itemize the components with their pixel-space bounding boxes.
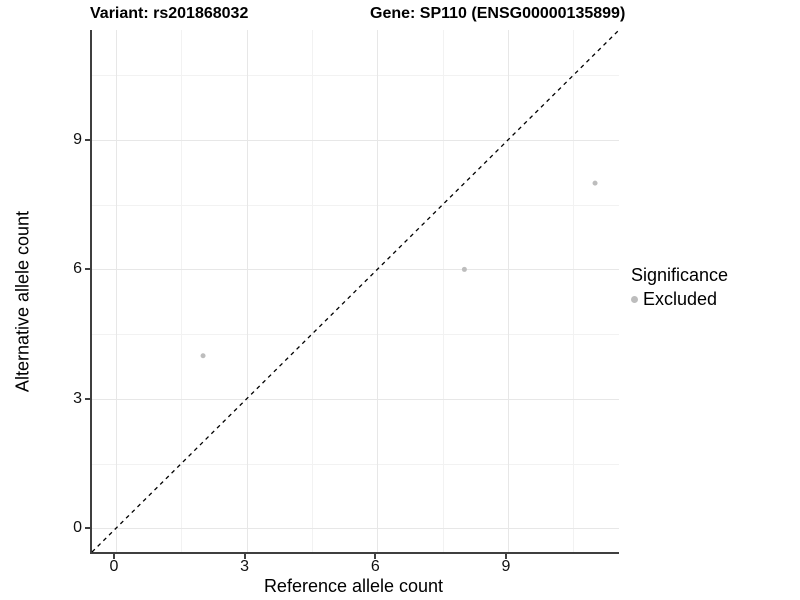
plot-panel bbox=[90, 29, 620, 554]
identity-dashed-line bbox=[91, 29, 620, 553]
y-tick-mark bbox=[85, 139, 90, 141]
x-tick-label: 9 bbox=[501, 558, 511, 575]
y-major-gridline bbox=[92, 528, 619, 530]
y-tick-label: 0 bbox=[73, 519, 82, 537]
x-tick-label: 3 bbox=[240, 558, 250, 575]
x-major-gridline bbox=[246, 30, 248, 552]
y-minor-gridline bbox=[92, 463, 619, 465]
y-tick-label: 6 bbox=[73, 260, 82, 278]
x-major-gridline bbox=[377, 30, 379, 552]
y-major-gridline bbox=[92, 398, 619, 400]
plot-title-variant: Variant: rs201868032 bbox=[90, 5, 249, 22]
y-axis-title: Alternative allele count bbox=[12, 210, 33, 393]
y-minor-gridline bbox=[92, 204, 619, 206]
legend-item-excluded: Excluded bbox=[631, 289, 728, 310]
x-tick-mark bbox=[112, 554, 115, 559]
legend: Significance Excluded bbox=[631, 265, 728, 310]
y-tick-label: 9 bbox=[73, 131, 82, 148]
x-tick-label: 0 bbox=[109, 558, 119, 575]
y-major-gridline bbox=[92, 140, 619, 141]
plot-title-gene: Gene: SP110 (ENSG00000135899) bbox=[370, 5, 626, 22]
x-minor-gridline bbox=[442, 30, 444, 552]
x-minor-gridline bbox=[573, 30, 575, 552]
excluded-point-icon bbox=[631, 296, 638, 303]
y-minor-gridline bbox=[92, 75, 619, 77]
y-major-gridline bbox=[92, 269, 619, 271]
x-tick-mark bbox=[243, 554, 246, 559]
x-minor-gridline bbox=[311, 30, 313, 552]
x-major-gridline bbox=[507, 30, 509, 552]
x-minor-gridline bbox=[181, 30, 183, 552]
panel-canvas bbox=[91, 29, 620, 553]
y-tick-label: 3 bbox=[73, 389, 82, 407]
data-point bbox=[461, 266, 467, 272]
y-tick-mark bbox=[85, 397, 90, 400]
legend-item-label: Excluded bbox=[643, 289, 718, 309]
x-tick-label: 6 bbox=[370, 558, 380, 575]
y-minor-gridline bbox=[92, 334, 619, 336]
data-point bbox=[200, 353, 206, 359]
x-tick-mark bbox=[504, 554, 507, 559]
y-tick-mark bbox=[85, 527, 90, 530]
x-tick-mark bbox=[374, 554, 377, 559]
x-major-gridline bbox=[115, 30, 117, 552]
data-point bbox=[592, 180, 598, 186]
legend-title: Significance bbox=[631, 265, 729, 285]
y-tick-mark bbox=[85, 268, 90, 271]
x-axis-title: Reference allele count bbox=[263, 576, 444, 596]
